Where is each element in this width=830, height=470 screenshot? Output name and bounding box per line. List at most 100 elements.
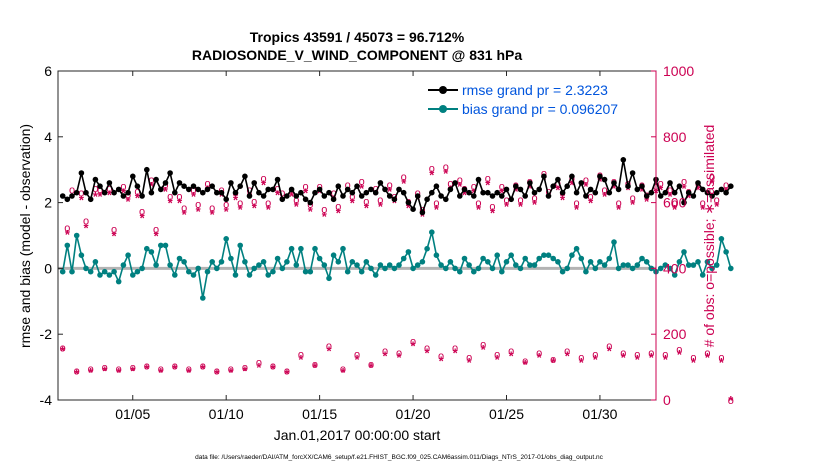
rmse-point [639, 183, 645, 189]
x-tick-label: 01/05 [115, 406, 150, 422]
bias-point [508, 252, 514, 258]
bias-point [410, 265, 416, 272]
bias-point [527, 262, 533, 268]
bias-point [223, 236, 229, 242]
bias-point [256, 262, 262, 268]
bias-point [302, 268, 309, 275]
obs-assimilated-marker: * [439, 354, 445, 369]
obs-possible-marker: o [658, 178, 664, 190]
rmse-point [316, 186, 323, 193]
obs-possible-marker: o [714, 194, 720, 206]
right-tick-label: 0 [663, 392, 671, 408]
bias-point [358, 268, 365, 275]
obs-assimilated-marker: * [140, 210, 146, 225]
bias-point [625, 262, 631, 268]
rmse-point [414, 193, 421, 199]
bias-point [386, 262, 393, 268]
rmse-point [167, 170, 173, 176]
bias-point [629, 265, 636, 272]
bias-point [573, 245, 580, 252]
obs-assimilated-marker: * [154, 229, 160, 244]
y-axis-label-right: # of obs: o=possible; ∗=assimilated [701, 125, 717, 348]
bias-point [671, 272, 678, 278]
bias-point [148, 249, 155, 255]
obs-assimilated-marker: * [710, 176, 716, 191]
rmse-point [326, 189, 332, 196]
rmse-point [676, 183, 683, 189]
bias-point [709, 265, 715, 272]
rmse-point [368, 186, 374, 193]
rmse-point [298, 189, 304, 196]
bias-point [167, 262, 173, 268]
obs-assimilated-marker: * [719, 355, 725, 370]
rmse-point [64, 196, 71, 203]
obs-assimilated-marker: * [261, 178, 267, 193]
chart-title-line1: Tropics 43591 / 45073 = 96.712% [250, 29, 465, 45]
obs-assimilated-marker: * [102, 363, 108, 378]
obs-assimilated-marker: * [537, 350, 543, 365]
obs-possible-marker: o [396, 347, 402, 359]
obs-possible-marker: o [340, 364, 346, 376]
rmse-point [176, 180, 183, 186]
bias-point [400, 255, 407, 262]
obs-assimilated-marker: * [182, 207, 188, 222]
obs-assimilated-marker: * [298, 352, 304, 367]
obs-possible-marker: o [489, 201, 495, 213]
obs-assimilated-marker: * [210, 207, 216, 222]
bias-point [667, 265, 673, 272]
bias-point [503, 259, 510, 265]
obs-assimilated-marker: * [233, 192, 239, 207]
obs-possible-marker: o [359, 176, 365, 188]
bias-point [242, 259, 248, 265]
obs-possible-marker: o [471, 181, 477, 193]
rmse-point [541, 173, 547, 180]
obs-possible-marker: o [349, 191, 355, 203]
bias-point [545, 252, 552, 258]
bias-point [200, 295, 206, 301]
bias-point [288, 245, 295, 252]
obs-possible-marker: o [265, 198, 271, 210]
bias-point [517, 265, 524, 272]
obs-possible-marker: o [634, 349, 640, 361]
obs-possible-marker: o [111, 224, 117, 236]
obs-assimilated-marker: * [172, 362, 178, 377]
obs-possible-marker: o [550, 354, 556, 366]
rmse-point [513, 183, 519, 189]
obs-assimilated-marker: * [397, 350, 403, 365]
obs-possible-marker: o [181, 203, 187, 215]
bias-point [424, 245, 430, 252]
left-tick-label: 6 [44, 63, 52, 79]
left-tick-label: 4 [44, 129, 52, 145]
rmse-point [396, 186, 402, 193]
right-tick-label: 800 [663, 129, 687, 145]
bias-point [97, 272, 103, 278]
bias-point [438, 262, 444, 268]
obs-possible-marker: o [303, 181, 309, 193]
obs-possible-marker: o [331, 188, 337, 200]
bias-point [83, 265, 89, 272]
rmse-point [508, 196, 514, 203]
rmse-point [657, 193, 664, 199]
rmse-point [106, 180, 113, 186]
rmse-point [312, 189, 318, 196]
obs-possible-marker: o [648, 347, 654, 359]
obs-possible-marker: o [447, 178, 453, 190]
obs-assimilated-marker: * [350, 196, 356, 211]
bias-point [564, 265, 570, 272]
rmse-point [433, 183, 440, 189]
rmse-point [87, 196, 94, 203]
obs-assimilated-marker: * [252, 201, 258, 216]
obs-possible-marker: o [158, 364, 164, 376]
rmse-point [583, 193, 589, 199]
obs-possible-marker: o [270, 360, 276, 372]
obs-possible-marker: o [578, 352, 584, 364]
rmse-point [611, 180, 617, 186]
obs-assimilated-marker: * [387, 184, 393, 199]
obs-assimilated-marker: * [186, 365, 192, 380]
obs-assimilated-marker: * [112, 229, 118, 244]
legend-rmse-label: rmse grand pr = 2.3223 [462, 82, 608, 98]
rmse-point [555, 176, 561, 183]
bias-point [676, 259, 683, 265]
obs-possible-marker: o [69, 184, 75, 196]
obs-possible-marker: o [275, 183, 281, 195]
